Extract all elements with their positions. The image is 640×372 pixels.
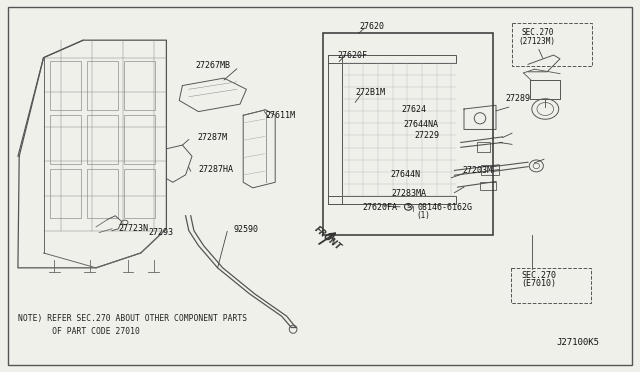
Text: FRONT: FRONT <box>312 224 342 252</box>
Bar <box>512 23 592 66</box>
Text: 272B1M: 272B1M <box>356 88 386 97</box>
Bar <box>124 115 155 164</box>
Text: 27620FA: 27620FA <box>363 203 398 212</box>
Bar <box>480 182 496 190</box>
Text: 27644N: 27644N <box>390 170 420 179</box>
Bar <box>87 115 118 164</box>
Text: 27723N: 27723N <box>118 224 148 233</box>
Text: NOTE) REFER SEC.270 ABOUT OTHER COMPONENT PARTS: NOTE) REFER SEC.270 ABOUT OTHER COMPONEN… <box>18 314 247 323</box>
Text: 27203M: 27203M <box>462 166 492 175</box>
Bar <box>477 142 490 152</box>
Bar <box>50 115 81 164</box>
Bar <box>124 169 155 218</box>
Text: 27287M: 27287M <box>197 133 227 142</box>
Text: 08146-6162G: 08146-6162G <box>417 203 472 212</box>
Bar <box>328 55 342 204</box>
Text: 27229: 27229 <box>415 131 440 140</box>
Text: J27100K5: J27100K5 <box>557 338 600 347</box>
Text: (E7010): (E7010) <box>522 279 557 288</box>
Bar <box>328 196 456 204</box>
Text: 27267MB: 27267MB <box>195 61 230 70</box>
Text: (27123M): (27123M) <box>518 37 556 46</box>
Bar <box>328 55 456 63</box>
Bar <box>511 268 591 303</box>
Text: 27283MA: 27283MA <box>392 189 427 198</box>
Text: (1): (1) <box>416 211 430 219</box>
Text: OF PART CODE 27010: OF PART CODE 27010 <box>18 327 140 336</box>
Bar <box>87 169 118 218</box>
Bar <box>124 61 155 110</box>
Text: 92590: 92590 <box>234 225 259 234</box>
Bar <box>87 61 118 110</box>
Bar <box>50 61 81 110</box>
Text: 27620: 27620 <box>360 22 385 31</box>
Text: SEC.270: SEC.270 <box>522 28 554 37</box>
Text: 27644NA: 27644NA <box>403 120 438 129</box>
Text: 27624: 27624 <box>401 105 426 114</box>
Text: 27293: 27293 <box>148 228 173 237</box>
Bar <box>323 33 493 235</box>
Bar <box>50 169 81 218</box>
Text: 27287HA: 27287HA <box>198 165 234 174</box>
Text: 27620F: 27620F <box>338 51 368 60</box>
Text: 27289: 27289 <box>506 94 531 103</box>
Bar <box>481 165 499 175</box>
Text: S: S <box>406 204 411 209</box>
Text: SEC.270: SEC.270 <box>522 271 557 280</box>
Text: 27611M: 27611M <box>266 111 296 120</box>
